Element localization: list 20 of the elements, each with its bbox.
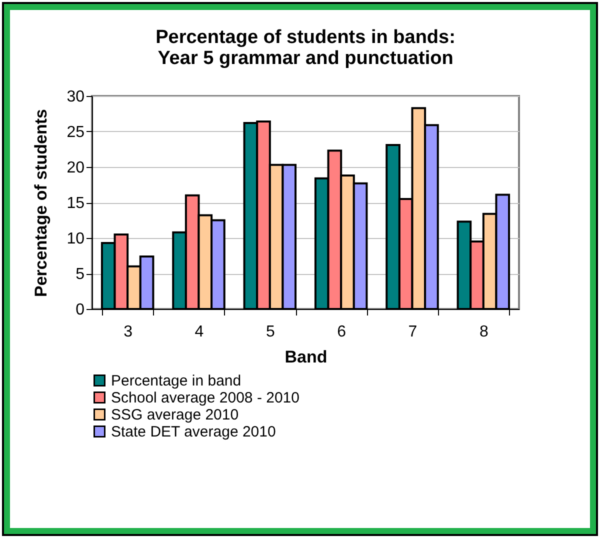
x-tick-label: 5 (266, 324, 275, 340)
legend-label: Percentage in band (111, 372, 242, 390)
legend-label: SSG average 2010 (111, 406, 239, 424)
y-tick-label: 0 (76, 302, 85, 318)
legend-label: State DET average 2010 (111, 424, 276, 440)
y-axis-title: Percentage of students (32, 109, 51, 297)
y-tick-label: 15 (66, 195, 85, 212)
y-tick-label: 25 (66, 124, 85, 141)
x-tick-label: 8 (479, 324, 488, 340)
legend-label: School average 2008 - 2010 (111, 390, 300, 406)
chart-title: Percentage of students in bands: Year 5 grammar and punctuation (156, 27, 456, 69)
x-tick-label: 7 (408, 324, 418, 340)
y-tick-label: 10 (66, 230, 85, 248)
y-tick-label: 20 (66, 160, 85, 176)
y-tick-label: 30 (66, 88, 85, 106)
x-tick-label: 4 (194, 324, 204, 340)
x-axis-title: Band (284, 348, 328, 366)
y-tick-label: 5 (76, 266, 85, 283)
x-tick-label: 6 (337, 324, 346, 340)
x-tick-label: 3 (124, 324, 133, 340)
